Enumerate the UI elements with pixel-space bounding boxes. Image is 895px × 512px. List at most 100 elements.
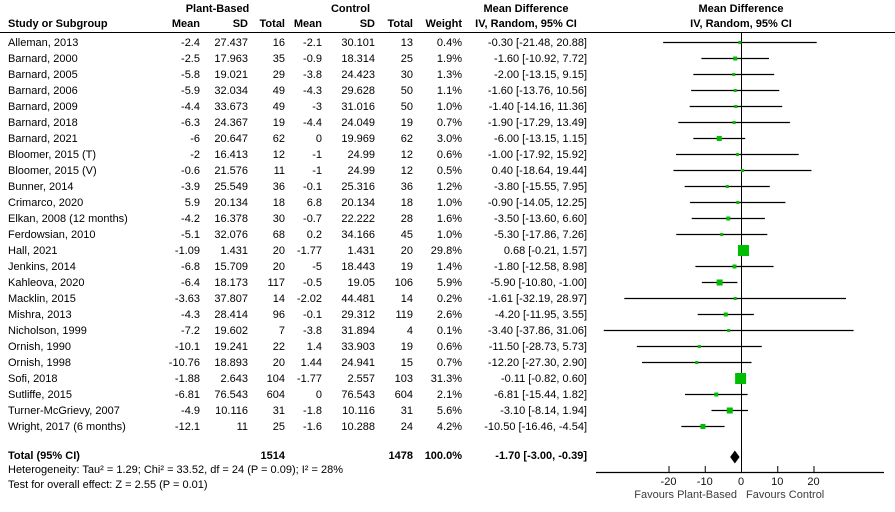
c-total: 50	[400, 85, 413, 97]
study-name: Ornish, 1990	[8, 341, 71, 353]
summary-diamond	[730, 450, 740, 464]
pb-mean: -5.9	[181, 85, 200, 97]
effect-square	[733, 56, 738, 61]
pb-sd: 16.413	[214, 149, 248, 161]
study-name: Ornish, 1998	[8, 357, 71, 369]
ci-text: 0.40 [-18.64, 19.44]	[491, 165, 587, 177]
c-total: 25	[400, 53, 413, 65]
ci-text: -0.11 [-0.82, 0.60]	[500, 373, 587, 385]
pb-mean: -6	[190, 133, 200, 145]
c-mean: -1.77	[296, 373, 322, 385]
table-row: Wright, 2017 (6 months) -12.1 11 25 -1.6 10.2…	[0, 418, 592, 434]
total-weight: 100.0%	[424, 450, 462, 462]
c-sd: 18.314	[341, 53, 375, 65]
study-name: Wright, 2017 (6 months)	[8, 421, 126, 433]
c-total: 62	[400, 133, 413, 145]
c-total: 12	[400, 149, 413, 161]
table-row: Barnard, 2000 -2.5 17.963 35 -0.9 18.314 25 1.9…	[0, 50, 592, 66]
pb-mean: -4.3	[181, 309, 200, 321]
study-name: Barnard, 2000	[8, 53, 78, 65]
weight: 1.0%	[436, 101, 462, 113]
c-sd: 31.894	[341, 325, 375, 337]
c-mean: 6.8	[306, 197, 322, 209]
ci-text: -12.20 [-27.30, 2.90]	[487, 357, 587, 369]
pb-sd: 16.378	[214, 213, 248, 225]
effect-square	[720, 233, 724, 236]
heterogeneity-note: Heterogeneity: Tau² = 1.29; Chi² = 33.52…	[8, 464, 343, 476]
table-row: Barnard, 2006 -5.9 32.034 49 -4.3 29.628 50 1.1…	[0, 82, 592, 98]
c-sd: 19.05	[347, 277, 375, 289]
pb-total: 12	[272, 149, 285, 161]
pb-total: 25	[272, 421, 285, 433]
ci-text: -1.61 [-32.19, 28.97]	[487, 293, 587, 305]
pb-sd: 1.431	[220, 245, 248, 257]
pb-total: 11	[273, 165, 285, 177]
pb-total: 36	[272, 181, 285, 193]
c-sd: 34.166	[341, 229, 375, 241]
c-mean: -0.9	[303, 53, 322, 65]
table-row: Barnard, 2009 -4.4 33.673 49 -3 31.016 50 1.0% -…	[0, 98, 592, 114]
ci-text: -1.80 [-12.58, 8.98]	[494, 261, 587, 273]
c-sd: 44.481	[341, 293, 375, 305]
ci-text: -1.40 [-14.16, 11.36]	[488, 101, 587, 113]
weight: 0.5%	[436, 165, 462, 177]
effect-square	[732, 73, 736, 76]
c-mean: -2.1	[303, 37, 322, 49]
c-sd: 2.557	[347, 373, 375, 385]
group-header-control: Control	[330, 3, 371, 15]
pb-sd: 24.367	[214, 117, 248, 129]
pb-sd: 32.034	[214, 85, 248, 97]
table-row: Barnard, 2018 -6.3 24.367 19 -4.4 24.049 19 0.7…	[0, 114, 592, 130]
c-sd: 30.101	[341, 37, 375, 49]
c-total: 20	[400, 245, 413, 257]
c-total: 19	[400, 261, 413, 273]
study-name: Ferdowsian, 2010	[8, 229, 96, 241]
axis-tick-label: 0	[738, 476, 744, 488]
c-total: 14	[400, 293, 413, 305]
ci-text: -2.00 [-13.15, 9.15]	[494, 69, 587, 81]
pb-sd: 19.602	[214, 325, 248, 337]
pb-total: 117	[267, 277, 285, 289]
axis-tick-label: -10	[697, 476, 713, 488]
c-mean: -3.8	[303, 69, 322, 81]
table-row: Hall, 2021 -1.09 1.431 20 -1.77 1.431 20 29.8% 0…	[0, 242, 592, 258]
study-name: Macklin, 2015	[8, 293, 76, 305]
pb-total: 30	[272, 213, 285, 225]
c-total: 30	[400, 69, 413, 81]
pb-sd: 76.543	[214, 389, 248, 401]
axis-tick-label: 20	[807, 476, 819, 488]
pb-sd: 18.173	[214, 277, 248, 289]
c-sd: 24.99	[347, 149, 375, 161]
pb-mean: 5.9	[184, 197, 200, 209]
ci-text: -0.30 [-21.48, 20.88]	[487, 37, 587, 49]
effect-square	[727, 329, 731, 332]
ci-text: -3.80 [-15.55, 7.95]	[494, 181, 587, 193]
effect-square	[695, 361, 699, 364]
pb-mean: -4.2	[181, 213, 200, 225]
table-row: Barnard, 2021 -6 20.647 62 0 19.969 62 3.0% -6.0…	[0, 130, 592, 146]
pb-sd: 25.549	[214, 181, 248, 193]
pb-sd: 27.437	[214, 37, 248, 49]
pb-sd: 19.021	[214, 69, 248, 81]
total-pb-n: 1514	[260, 450, 285, 462]
ci-text: -5.30 [-17.86, 7.26]	[494, 229, 587, 241]
pb-total: 96	[272, 309, 285, 321]
pb-mean: -7.2	[181, 325, 200, 337]
c-mean: -2.02	[296, 293, 322, 305]
c-sd: 18.443	[341, 261, 375, 273]
pb-mean: -5.8	[181, 69, 200, 81]
c-mean: 0.2	[306, 229, 322, 241]
weight: 0.7%	[436, 357, 462, 369]
c-total: 106	[394, 277, 413, 289]
c-sd: 24.941	[341, 357, 375, 369]
weight: 1.1%	[436, 85, 462, 97]
pb-total: 20	[272, 357, 285, 369]
c-total: 119	[395, 309, 413, 321]
table-row: Ornish, 1998 -10.76 18.893 20 1.44 24.941 15 0.…	[0, 354, 592, 370]
effect-square	[716, 136, 722, 141]
c-mean: -0.1	[303, 309, 322, 321]
pb-mean: -0.6	[181, 165, 200, 177]
ci-text: -3.10 [-8.14, 1.94]	[500, 405, 587, 417]
study-name: Sofi, 2018	[8, 373, 58, 385]
study-name: Crimarco, 2020	[8, 197, 84, 209]
